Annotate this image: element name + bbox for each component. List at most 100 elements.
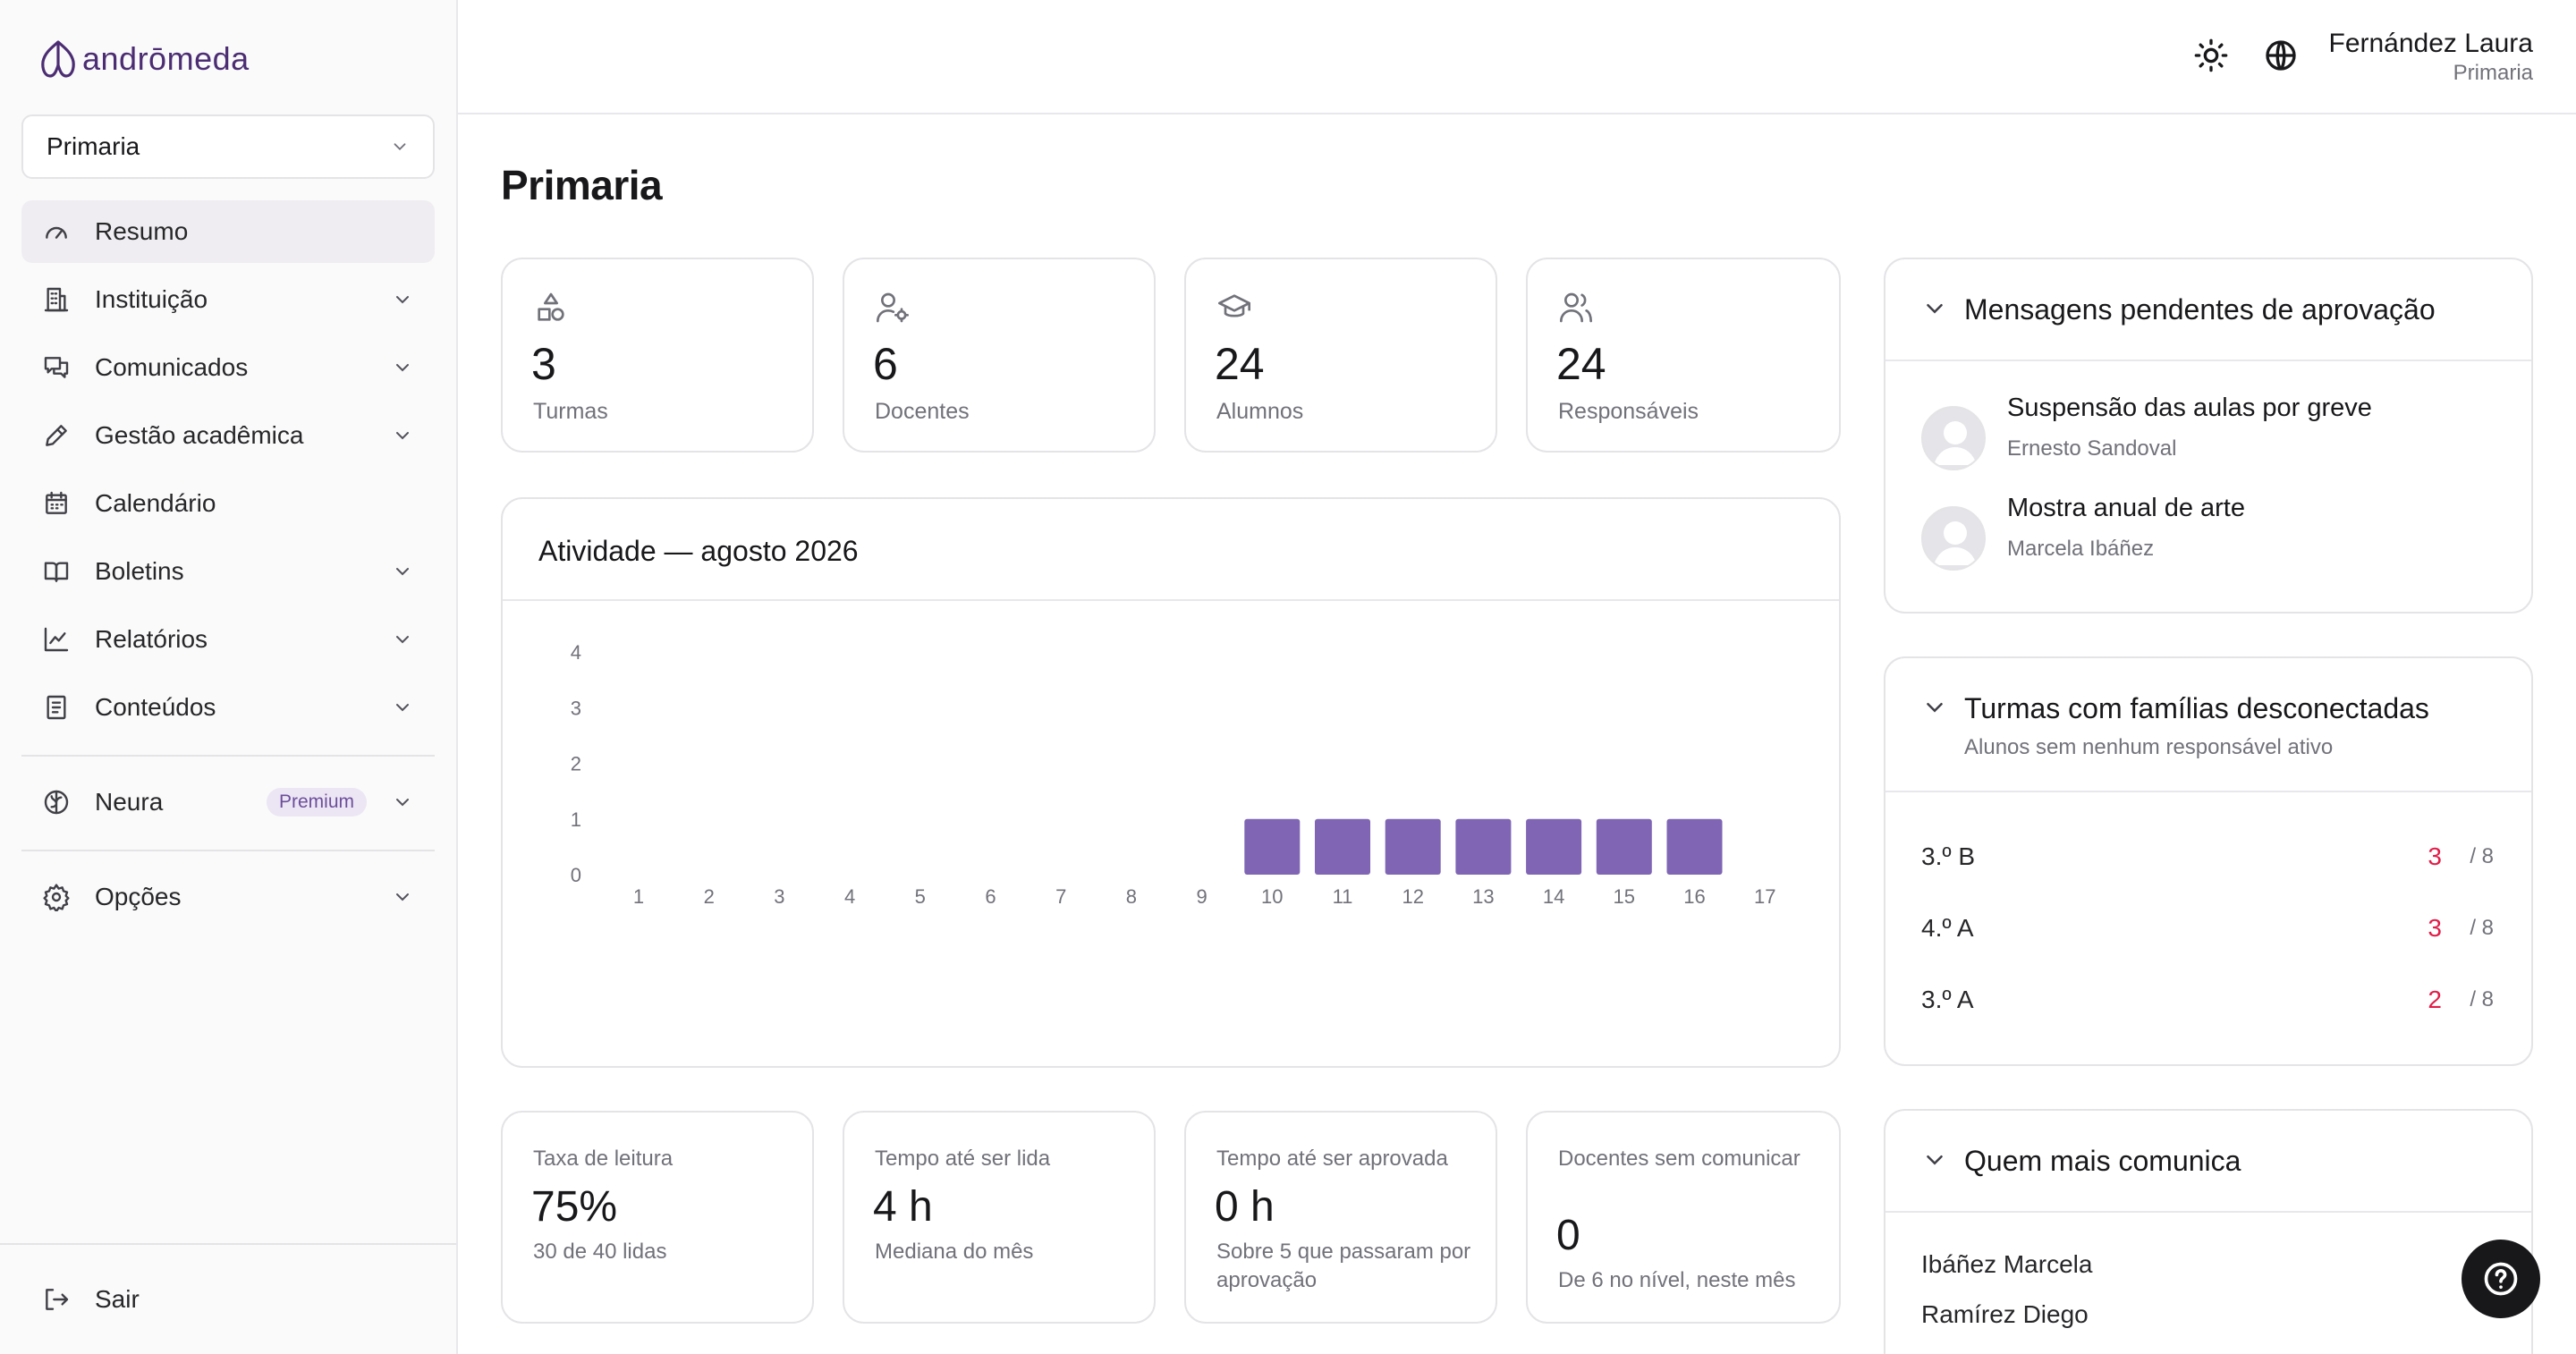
pending-messages-panel: Mensagens pendentes de aprovação Suspens… (1884, 258, 2533, 614)
metric-value: 75% (531, 1183, 618, 1231)
chart-bar[interactable] (1666, 818, 1723, 875)
brand-name: andrōmeda (82, 40, 250, 77)
chevron-down-icon (394, 143, 406, 151)
page-title: Primaria (501, 162, 663, 208)
sidebar-item-relatorios[interactable]: Relatórios (21, 608, 435, 671)
gear-icon (41, 882, 72, 912)
messages-icon (41, 352, 72, 383)
x-tick-label: 4 (844, 885, 855, 908)
sidebar-item-instituicao[interactable]: Instituição (21, 268, 435, 331)
sidebar-item-gestao-academica[interactable]: Gestão acadêmica (21, 404, 435, 467)
metric-label: Tempo até ser aprovada (1216, 1147, 1448, 1171)
disconnected-count: 3 (2428, 914, 2442, 942)
stat-label: Turmas (533, 399, 608, 424)
stat-card-turmas[interactable]: 3 Turmas (501, 258, 814, 453)
class-row[interactable]: 3.º B 3 / 8 (1921, 842, 2494, 878)
top-communicators-panel: Quem mais comunica Ibáñez Marcela Ramíre… (1884, 1109, 2533, 1354)
sidebar-item-label: Opções (95, 883, 182, 910)
x-tick-label: 15 (1614, 885, 1635, 908)
disconnected-families-panel: Turmas com famílias desconectadas Alunos… (1884, 656, 2533, 1066)
metric-value: 0 h (1215, 1183, 1275, 1231)
sidebar-divider (21, 850, 435, 851)
chart-bar[interactable] (1596, 818, 1652, 875)
y-tick-label: 4 (571, 641, 581, 664)
pending-messages-header[interactable]: Mensagens pendentes de aprovação (1885, 259, 2531, 361)
sun-icon (2194, 38, 2228, 72)
class-name: 3.º A (1921, 986, 1974, 1013)
chevron-down-icon (390, 695, 415, 720)
x-tick-label: 13 (1472, 885, 1494, 908)
disconnected-families-title: Turmas com famílias desconectadas (1964, 692, 2429, 724)
stat-card-alumnos[interactable]: 24 Alumnos (1184, 258, 1497, 453)
pending-message-item[interactable]: Mostra anual de arte Marcela Ibáñez (1921, 494, 2494, 574)
sidebar-item-conteudos[interactable]: Conteúdos (21, 676, 435, 739)
book-icon (41, 556, 72, 587)
chart-bar[interactable] (1244, 818, 1301, 875)
chart-bar[interactable] (1455, 818, 1512, 875)
disconnected-families-header[interactable]: Turmas com famílias desconectadas Alunos… (1885, 658, 2531, 792)
communicator-name[interactable]: Ramírez Diego (1921, 1300, 2089, 1328)
stat-card-docentes[interactable]: 6 Docentes (843, 258, 1156, 453)
user-gear-icon (877, 292, 909, 323)
help-button[interactable] (2462, 1240, 2540, 1318)
chart-bar[interactable] (1385, 818, 1441, 875)
pencil-icon (41, 420, 72, 451)
x-tick-label: 10 (1261, 885, 1283, 908)
x-tick-label: 9 (1196, 885, 1207, 908)
message-author: Marcela Ibáñez (2007, 537, 2155, 561)
stat-value: 6 (873, 339, 898, 389)
level-select[interactable]: Primaria (21, 114, 435, 179)
communicator-name[interactable]: Ibáñez Marcela (1921, 1250, 2093, 1278)
brain-icon (41, 787, 72, 817)
chevron-down-icon (1927, 703, 1943, 713)
pending-message-item[interactable]: Suspensão das aulas por greve Ernesto Sa… (1921, 394, 2494, 474)
chevron-down-icon (390, 790, 415, 815)
class-row[interactable]: 3.º A 2 / 8 (1921, 986, 2494, 1021)
metric-label: Docentes sem comunicar (1558, 1147, 1801, 1171)
sidebar-item-label: Boletins (95, 557, 184, 585)
stat-card-responsaveis[interactable]: 24 Responsáveis (1526, 258, 1841, 453)
stat-value: 24 (1215, 339, 1265, 389)
metric-card-taxa-leitura: Taxa de leitura 75% 30 de 40 lidas (501, 1111, 814, 1324)
activity-card-header: Atividade — agosto 2026 (503, 499, 1839, 601)
sidebar-footer-divider (0, 1243, 456, 1245)
sidebar-item-resumo[interactable]: Resumo (21, 200, 435, 263)
building-icon (41, 284, 72, 315)
x-tick-label: 8 (1126, 885, 1137, 908)
class-name: 4.º A (1921, 914, 1974, 942)
chevron-down-icon (390, 355, 415, 380)
user-name[interactable]: Fernández Laura (2328, 29, 2534, 58)
chart-bar[interactable] (1526, 818, 1582, 875)
brand-logo[interactable]: andrōmeda (39, 38, 250, 80)
sidebar-item-calendario[interactable]: Calendário (21, 472, 435, 535)
x-tick-label: 5 (915, 885, 926, 908)
sidebar-item-boletins[interactable]: Boletins (21, 540, 435, 603)
sidebar-nav: Resumo Instituição Comunicados Gestão ac… (21, 200, 435, 744)
sidebar-item-label: Comunicados (95, 353, 249, 381)
language-button[interactable] (2259, 34, 2302, 77)
top-communicators-header[interactable]: Quem mais comunica (1885, 1111, 2531, 1213)
sidebar-item-comunicados[interactable]: Comunicados (21, 336, 435, 399)
x-tick-label: 16 (1683, 885, 1705, 908)
sidebar-item-neura[interactable]: Neura Premium (21, 771, 435, 834)
x-tick-label: 7 (1055, 885, 1066, 908)
shapes-icon (538, 292, 564, 321)
y-tick-label: 3 (571, 697, 581, 719)
message-author: Ernesto Sandoval (2007, 436, 2177, 461)
y-tick-label: 0 (571, 864, 581, 886)
chart-bar[interactable] (1315, 818, 1370, 875)
avatar (1921, 406, 1986, 470)
y-tick-label: 2 (571, 753, 581, 775)
message-title: Mostra anual de arte (2007, 494, 2245, 522)
stat-value: 24 (1556, 339, 1606, 389)
x-tick-label: 14 (1543, 885, 1564, 908)
metric-card-docentes-sem-comunicar: Docentes sem comunicar 0 De 6 no nível, … (1526, 1111, 1841, 1324)
theme-toggle-button[interactable] (2190, 34, 2233, 77)
logout-button[interactable]: Sair (21, 1268, 435, 1331)
sidebar-item-label: Neura (95, 788, 164, 816)
sidebar-item-opcoes[interactable]: Opções (21, 866, 435, 928)
metric-value: 0 (1556, 1212, 1580, 1259)
class-row[interactable]: 4.º A 3 / 8 (1921, 914, 2494, 950)
activity-title: Atividade — agosto 2026 (538, 535, 859, 567)
pending-messages-title: Mensagens pendentes de aprovação (1964, 293, 2436, 326)
